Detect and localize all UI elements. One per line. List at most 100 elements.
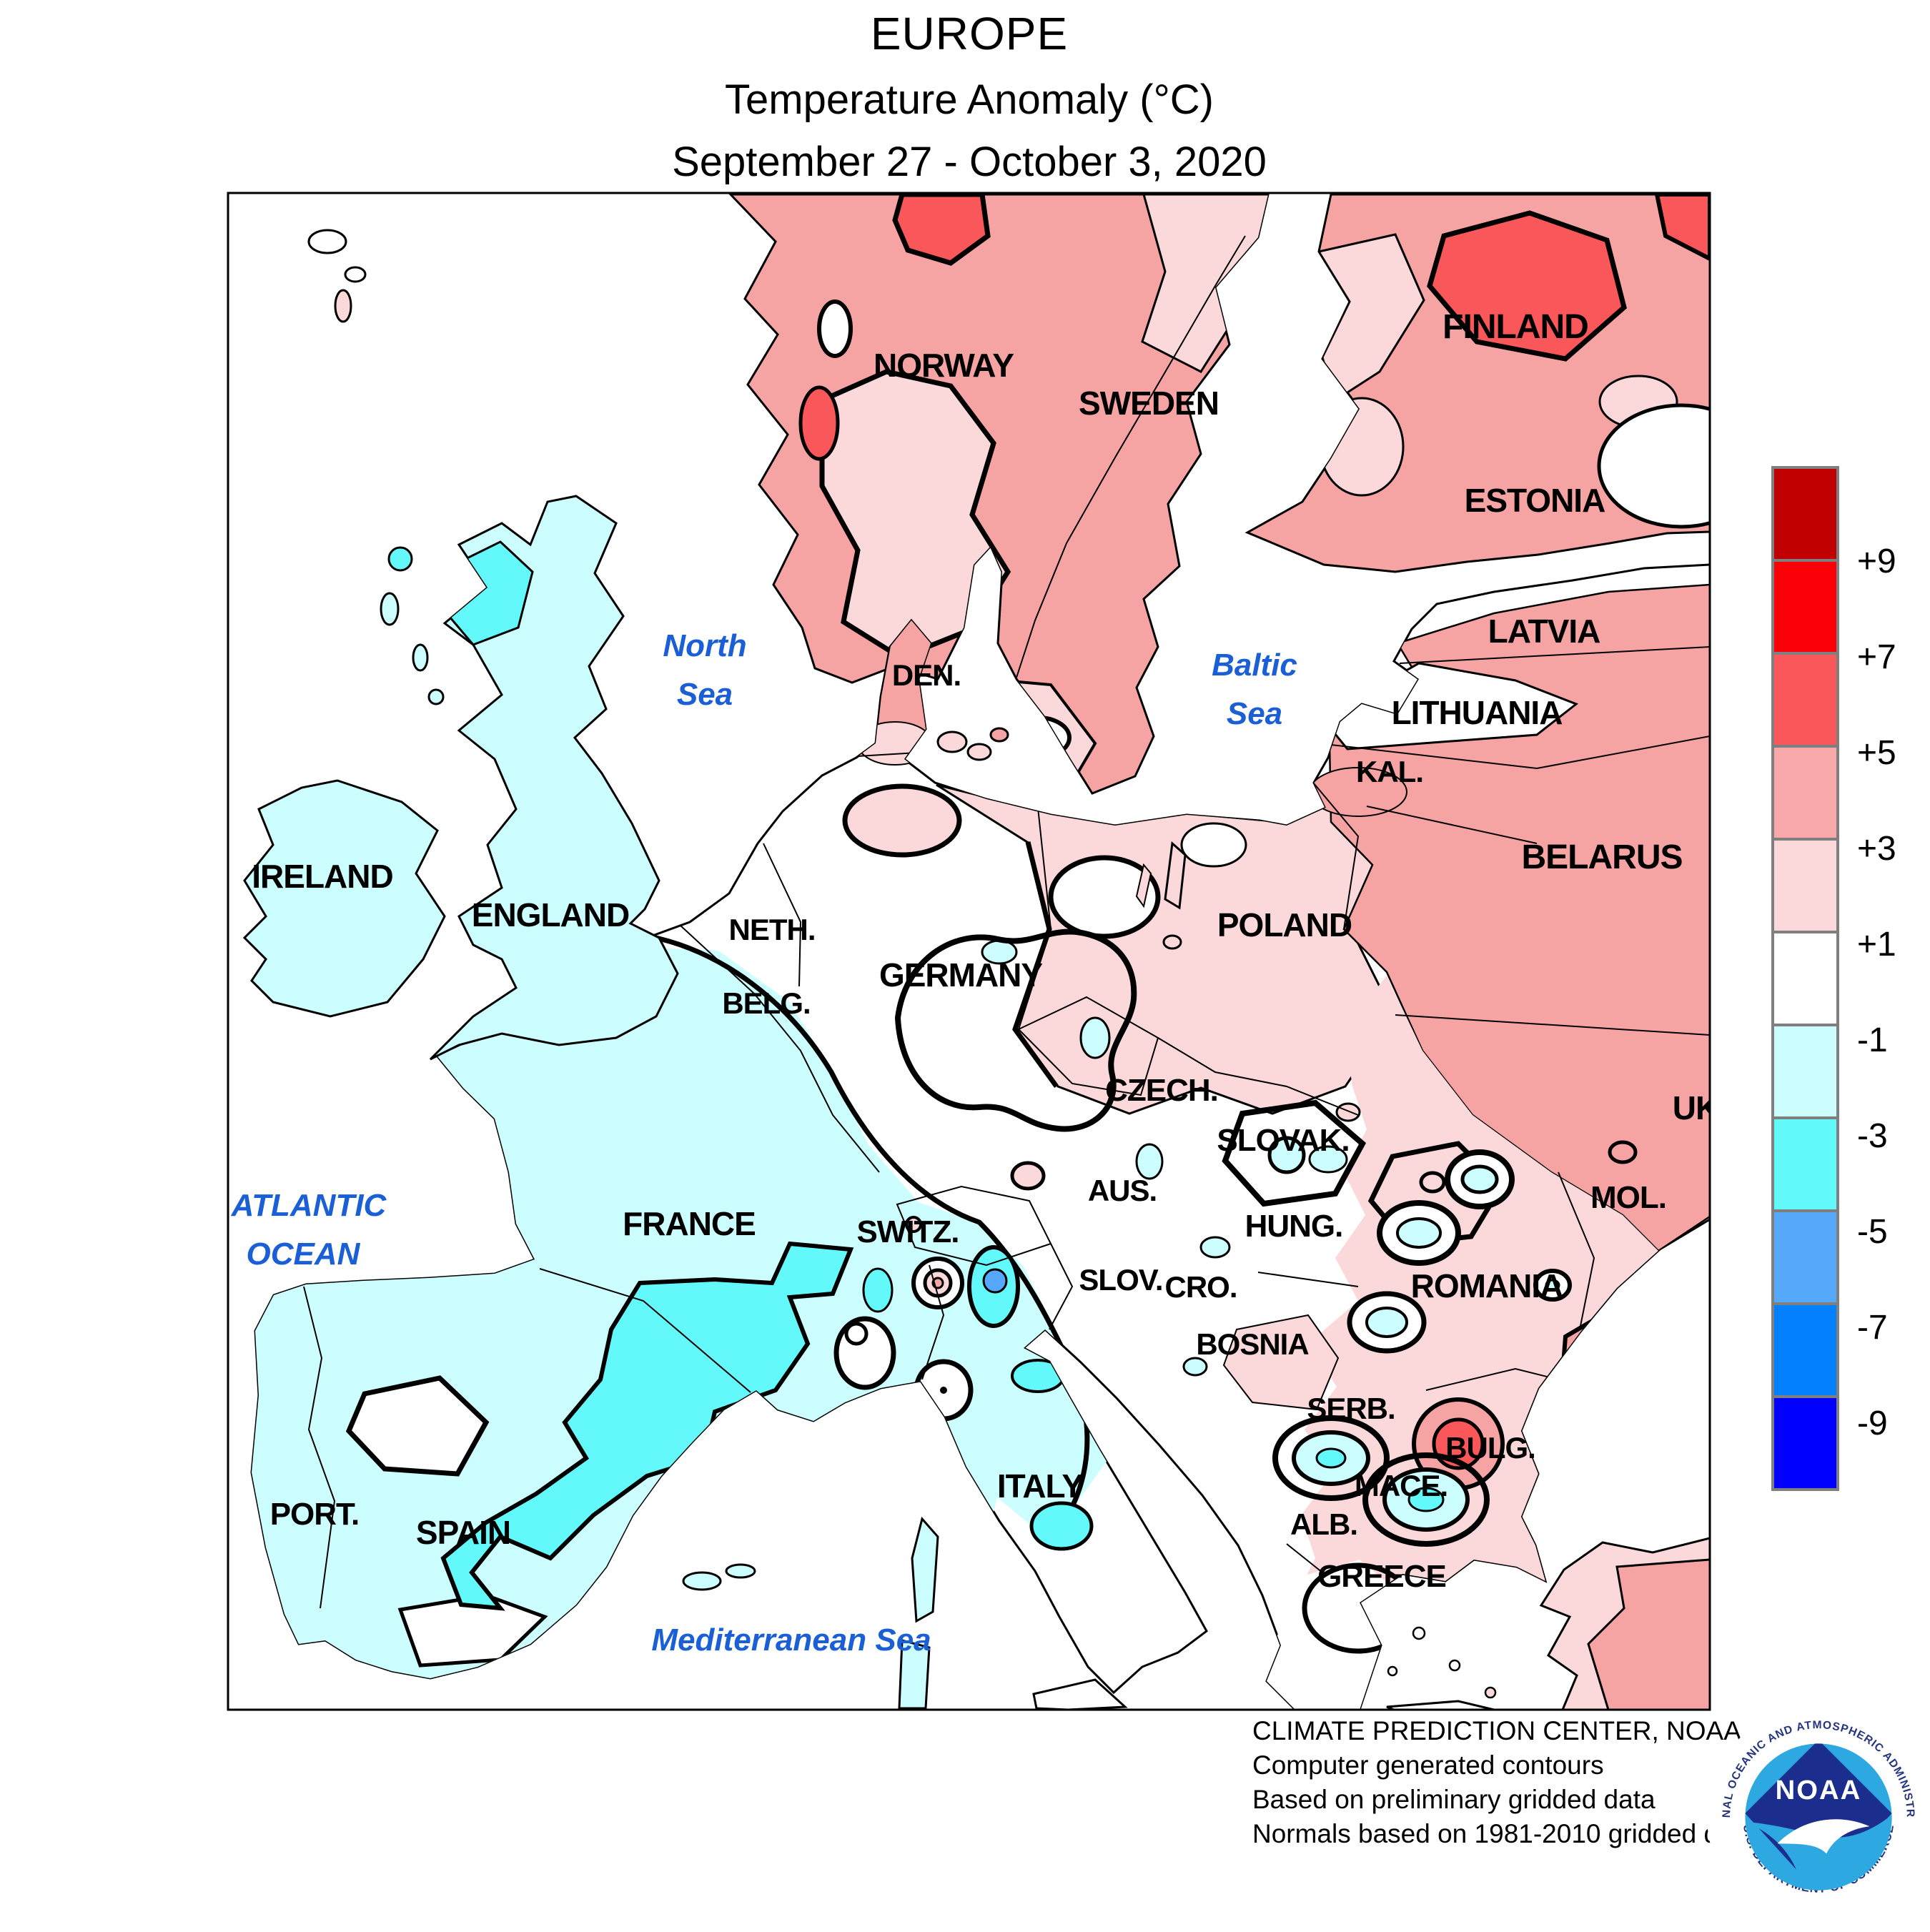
anomaly-salmon-speck-moldova <box>1608 1140 1638 1164</box>
island-faroe-3 <box>334 289 352 323</box>
country-label-den: DEN. <box>892 658 961 692</box>
country-label-hung: HUNG. <box>1245 1209 1343 1244</box>
contour-ring-macedonia <box>1362 1452 1490 1547</box>
legend-block-5 <box>1771 931 1839 1026</box>
anomaly-cyan-speck-hungary-w <box>1199 1236 1231 1259</box>
landmass-great-britain <box>429 495 679 1061</box>
anomaly-cyan-south-norway <box>840 695 861 717</box>
country-label-mace: MACE. <box>1355 1469 1448 1502</box>
anomaly-pink-speck-poland <box>1162 934 1182 950</box>
anomaly-cyan-slovakia-core <box>1267 1136 1306 1174</box>
sea-label-north: North <box>663 628 746 663</box>
anomaly-cyan-tuscany <box>1029 1501 1094 1551</box>
legend-block-7 <box>1771 1116 1839 1212</box>
finland-anomaly-patches <box>1317 194 1710 529</box>
seal-noaa-text: NOAA <box>1776 1775 1862 1805</box>
legend-block-1 <box>1771 559 1839 655</box>
legend-block-8 <box>1771 1209 1839 1305</box>
legend-block-0 <box>1771 466 1839 562</box>
credit-method: Computer generated contours <box>1252 1750 1604 1780</box>
contour-dot-piedmont <box>940 1387 947 1394</box>
country-label-norway: NORWAY <box>874 347 1014 384</box>
legend-label--3: -3 <box>1857 1117 1888 1155</box>
anomaly-cyan-france-core <box>440 1241 854 1611</box>
legend-label--1: -1 <box>1857 1021 1888 1059</box>
country-label-belg: BELG. <box>722 986 810 1020</box>
anomaly-cyan-serbia <box>1315 1447 1347 1469</box>
country-label-england: ENGLAND <box>472 896 629 933</box>
island-zealand <box>966 743 992 761</box>
country-label-bosnia: BOSNIA <box>1196 1327 1309 1361</box>
country-label-finland: FINLAND <box>1442 308 1588 346</box>
anomaly-cyan-alps-small <box>862 1267 894 1313</box>
country-label-poland: POLAND <box>1217 906 1352 943</box>
anomaly-cyan-speck-saxony <box>1079 1016 1111 1059</box>
anomaly-cyan-speck-austria <box>1135 1143 1164 1180</box>
map-variable-title: Temperature Anomaly (°C) <box>725 76 1214 123</box>
anomaly-red-north-norway <box>892 194 991 266</box>
sea-label-sea: Sea <box>677 677 733 712</box>
color-scale-legend: +9 +7 +5 +3 +1 -1 -3 -5 -7 -9 <box>1771 466 1896 1491</box>
anomaly-white-gdansk <box>1180 822 1247 868</box>
country-label-sweden: SWEDEN <box>1079 385 1219 422</box>
anomaly-cyan-romania-small <box>1545 1279 1560 1292</box>
anomaly-cyan-transylvania-n <box>1460 1164 1499 1194</box>
anomaly-cyan-speck-croatia <box>1182 1357 1208 1377</box>
island-menorca <box>725 1563 756 1579</box>
legend-label-+1: +1 <box>1857 926 1896 963</box>
island-hebrides-1 <box>387 546 413 572</box>
country-label-slov: SLOV. <box>1079 1263 1162 1297</box>
anomaly-lightpink-denmark <box>857 721 933 766</box>
island-sardinia <box>898 1639 931 1710</box>
legend-block-6 <box>1771 1024 1839 1119</box>
island-crete <box>1386 1700 1495 1710</box>
country-borders <box>303 646 1710 1609</box>
country-label-switz: SWITZ. <box>856 1214 959 1249</box>
anomaly-pink-speck-switz <box>905 1216 922 1233</box>
island-hebrides-4 <box>427 688 445 705</box>
island-bornholm <box>989 727 1009 743</box>
noaa-logo: NATIONAL OCEANIC AND ATMOSPHERIC ADMINIS… <box>1702 1696 1930 1928</box>
map-frame <box>227 192 1711 1711</box>
anomaly-red-north-finland <box>1427 210 1627 362</box>
landmass-ireland <box>242 779 446 1018</box>
country-label-germany: GERMANY <box>879 956 1042 994</box>
anomaly-salmon-romania-coast <box>1555 1305 1666 1496</box>
country-label-kal: KAL. <box>1356 755 1423 788</box>
landmass-scandinavia <box>728 193 1270 795</box>
legend-block-2 <box>1771 652 1839 748</box>
legend-block-3 <box>1771 745 1839 841</box>
anomaly-lightpink-finland <box>1319 397 1405 497</box>
anomaly-lightpink-southeast-europe <box>1267 976 1658 1710</box>
anomaly-pink-speck-romania <box>1419 1171 1446 1194</box>
credits-block: CLIMATE PREDICTION CENTER, NOAA Computer… <box>1252 1714 1756 1851</box>
sea-label-sea: Sea <box>1227 696 1282 731</box>
island-aegean-2 <box>1448 1659 1461 1672</box>
anomaly-cyan-macedonia <box>1407 1487 1445 1512</box>
anomaly-white-south-sweden <box>1004 715 1072 760</box>
anomaly-pink-speck-slovakia <box>1335 1102 1361 1122</box>
map-date-range: September 27 - October 3, 2020 <box>672 139 1267 185</box>
anomaly-cyan-transylvania-s <box>1365 1307 1408 1338</box>
anomaly-cyan-speck-slovakia <box>1308 1145 1348 1174</box>
border-norway-sweden <box>1016 235 1246 678</box>
island-aegean-4 <box>1484 1686 1497 1699</box>
island-sicily <box>1032 1678 1128 1710</box>
noaa-seal: NATIONAL OCEANIC AND ATMOSPHERIC ADMINIS… <box>1702 1696 1930 1928</box>
island-oland <box>1135 863 1152 908</box>
legend-block-4 <box>1771 838 1839 933</box>
sea-label-ocean: OCEAN <box>247 1237 361 1272</box>
country-label-alb: ALB. <box>1290 1507 1357 1541</box>
anomaly-lightblue-alps <box>982 1268 1008 1294</box>
seal-gull-icon <box>1777 1819 1870 1854</box>
island-gotland <box>1164 841 1187 910</box>
country-label-serb: SERB. <box>1307 1392 1395 1425</box>
country-label-italy: ITALY <box>997 1467 1084 1505</box>
country-label-cro: CRO. <box>1165 1270 1237 1304</box>
sea-label-atlantic: ATLANTIC <box>231 1188 387 1223</box>
seal-darkblue-kite <box>1745 1743 1892 1891</box>
country-label-estonia: ESTONIA <box>1465 482 1605 519</box>
legend-label--9: -9 <box>1857 1405 1888 1442</box>
